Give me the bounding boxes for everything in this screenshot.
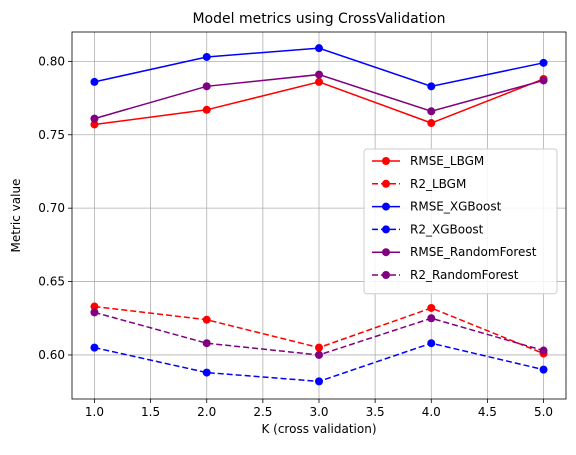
series-r2-lbgm (90, 302, 548, 358)
chart-title: Model metrics using CrossValidation (192, 11, 445, 27)
x-tick-label: 3.0 (309, 405, 328, 419)
data-point (427, 107, 436, 116)
x-tick-label: 1.0 (85, 405, 104, 419)
legend: RMSE_LBGM R2_LBGM RMSE_XGBoost R2_XGBoost RM… (363, 148, 558, 295)
data-point (315, 77, 323, 86)
y-tick-label: 0.60 (38, 348, 65, 362)
legend-marker (382, 157, 390, 165)
legend-label: R2_LBGM (410, 177, 466, 191)
data-point (315, 44, 323, 53)
series-rmse-xgboost (90, 44, 548, 91)
data-point (202, 82, 211, 91)
x-tick-label: 4.0 (422, 405, 441, 419)
data-point (202, 52, 211, 61)
data-point (427, 82, 436, 91)
data-point (90, 308, 99, 317)
y-tick-label: 0.65 (38, 275, 65, 289)
legend-box (363, 148, 558, 295)
data-point (90, 114, 99, 123)
data-point (539, 58, 548, 67)
data-point (202, 339, 211, 348)
data-point (539, 365, 548, 374)
legend-marker (382, 271, 390, 279)
legend-marker (382, 248, 390, 257)
data-point (202, 315, 211, 324)
x-tick-label: 2.0 (197, 405, 216, 419)
x-tick-label: 5.0 (534, 405, 553, 419)
data-point (202, 368, 211, 377)
data-point (427, 119, 436, 128)
data-point (90, 120, 99, 129)
y-tick-label: 0.80 (38, 54, 65, 68)
data-point (90, 343, 99, 352)
legend-label: RMSE_RandomForest (410, 245, 537, 259)
x-axis-title: K (cross validation) (261, 422, 376, 436)
series-rmse-randomforest (90, 70, 548, 123)
series-layer (90, 44, 548, 386)
legend-marker (382, 225, 390, 234)
data-point (315, 350, 323, 359)
legend-item: R2_RandomForest (372, 268, 519, 282)
data-point (202, 105, 211, 114)
data-point (427, 339, 436, 348)
data-point (90, 302, 99, 311)
data-point (90, 77, 99, 86)
y-tick-label: 0.70 (38, 201, 65, 215)
x-tick-label: 3.5 (366, 405, 385, 419)
legend-label: R2_RandomForest (410, 268, 519, 282)
data-point (539, 346, 548, 355)
y-axis: 0.60 0.65 0.70 0.75 0.80 (38, 54, 72, 362)
legend-label: R2_XGBoost (410, 222, 484, 236)
y-tick-label: 0.75 (38, 128, 65, 142)
x-axis: 1.0 1.5 2.0 2.5 3.0 3.5 4.0 4.5 5.0 (85, 399, 553, 419)
legend-marker (382, 202, 390, 211)
data-point (427, 314, 436, 323)
legend-item: RMSE_RandomForest (372, 245, 537, 259)
legend-item: R2_LBGM (372, 177, 466, 191)
legend-item: RMSE_LBGM (372, 154, 484, 168)
x-tick-label: 1.5 (141, 405, 160, 419)
legend-label: RMSE_XGBoost (410, 200, 502, 214)
legend-label: RMSE_LBGM (410, 154, 484, 168)
legend-item: RMSE_XGBoost (372, 200, 502, 214)
data-point (315, 70, 323, 79)
legend-marker (382, 179, 390, 188)
x-tick-label: 2.5 (253, 405, 272, 419)
legend-item: R2_XGBoost (372, 222, 484, 236)
data-point (315, 343, 323, 352)
x-tick-label: 4.5 (478, 405, 497, 419)
data-point (539, 76, 548, 85)
data-point (427, 303, 436, 312)
series-r2-xgboost (90, 339, 548, 386)
data-point (315, 377, 323, 386)
y-axis-title: Metric value (9, 179, 23, 253)
series-r2-randomforest (90, 308, 548, 359)
